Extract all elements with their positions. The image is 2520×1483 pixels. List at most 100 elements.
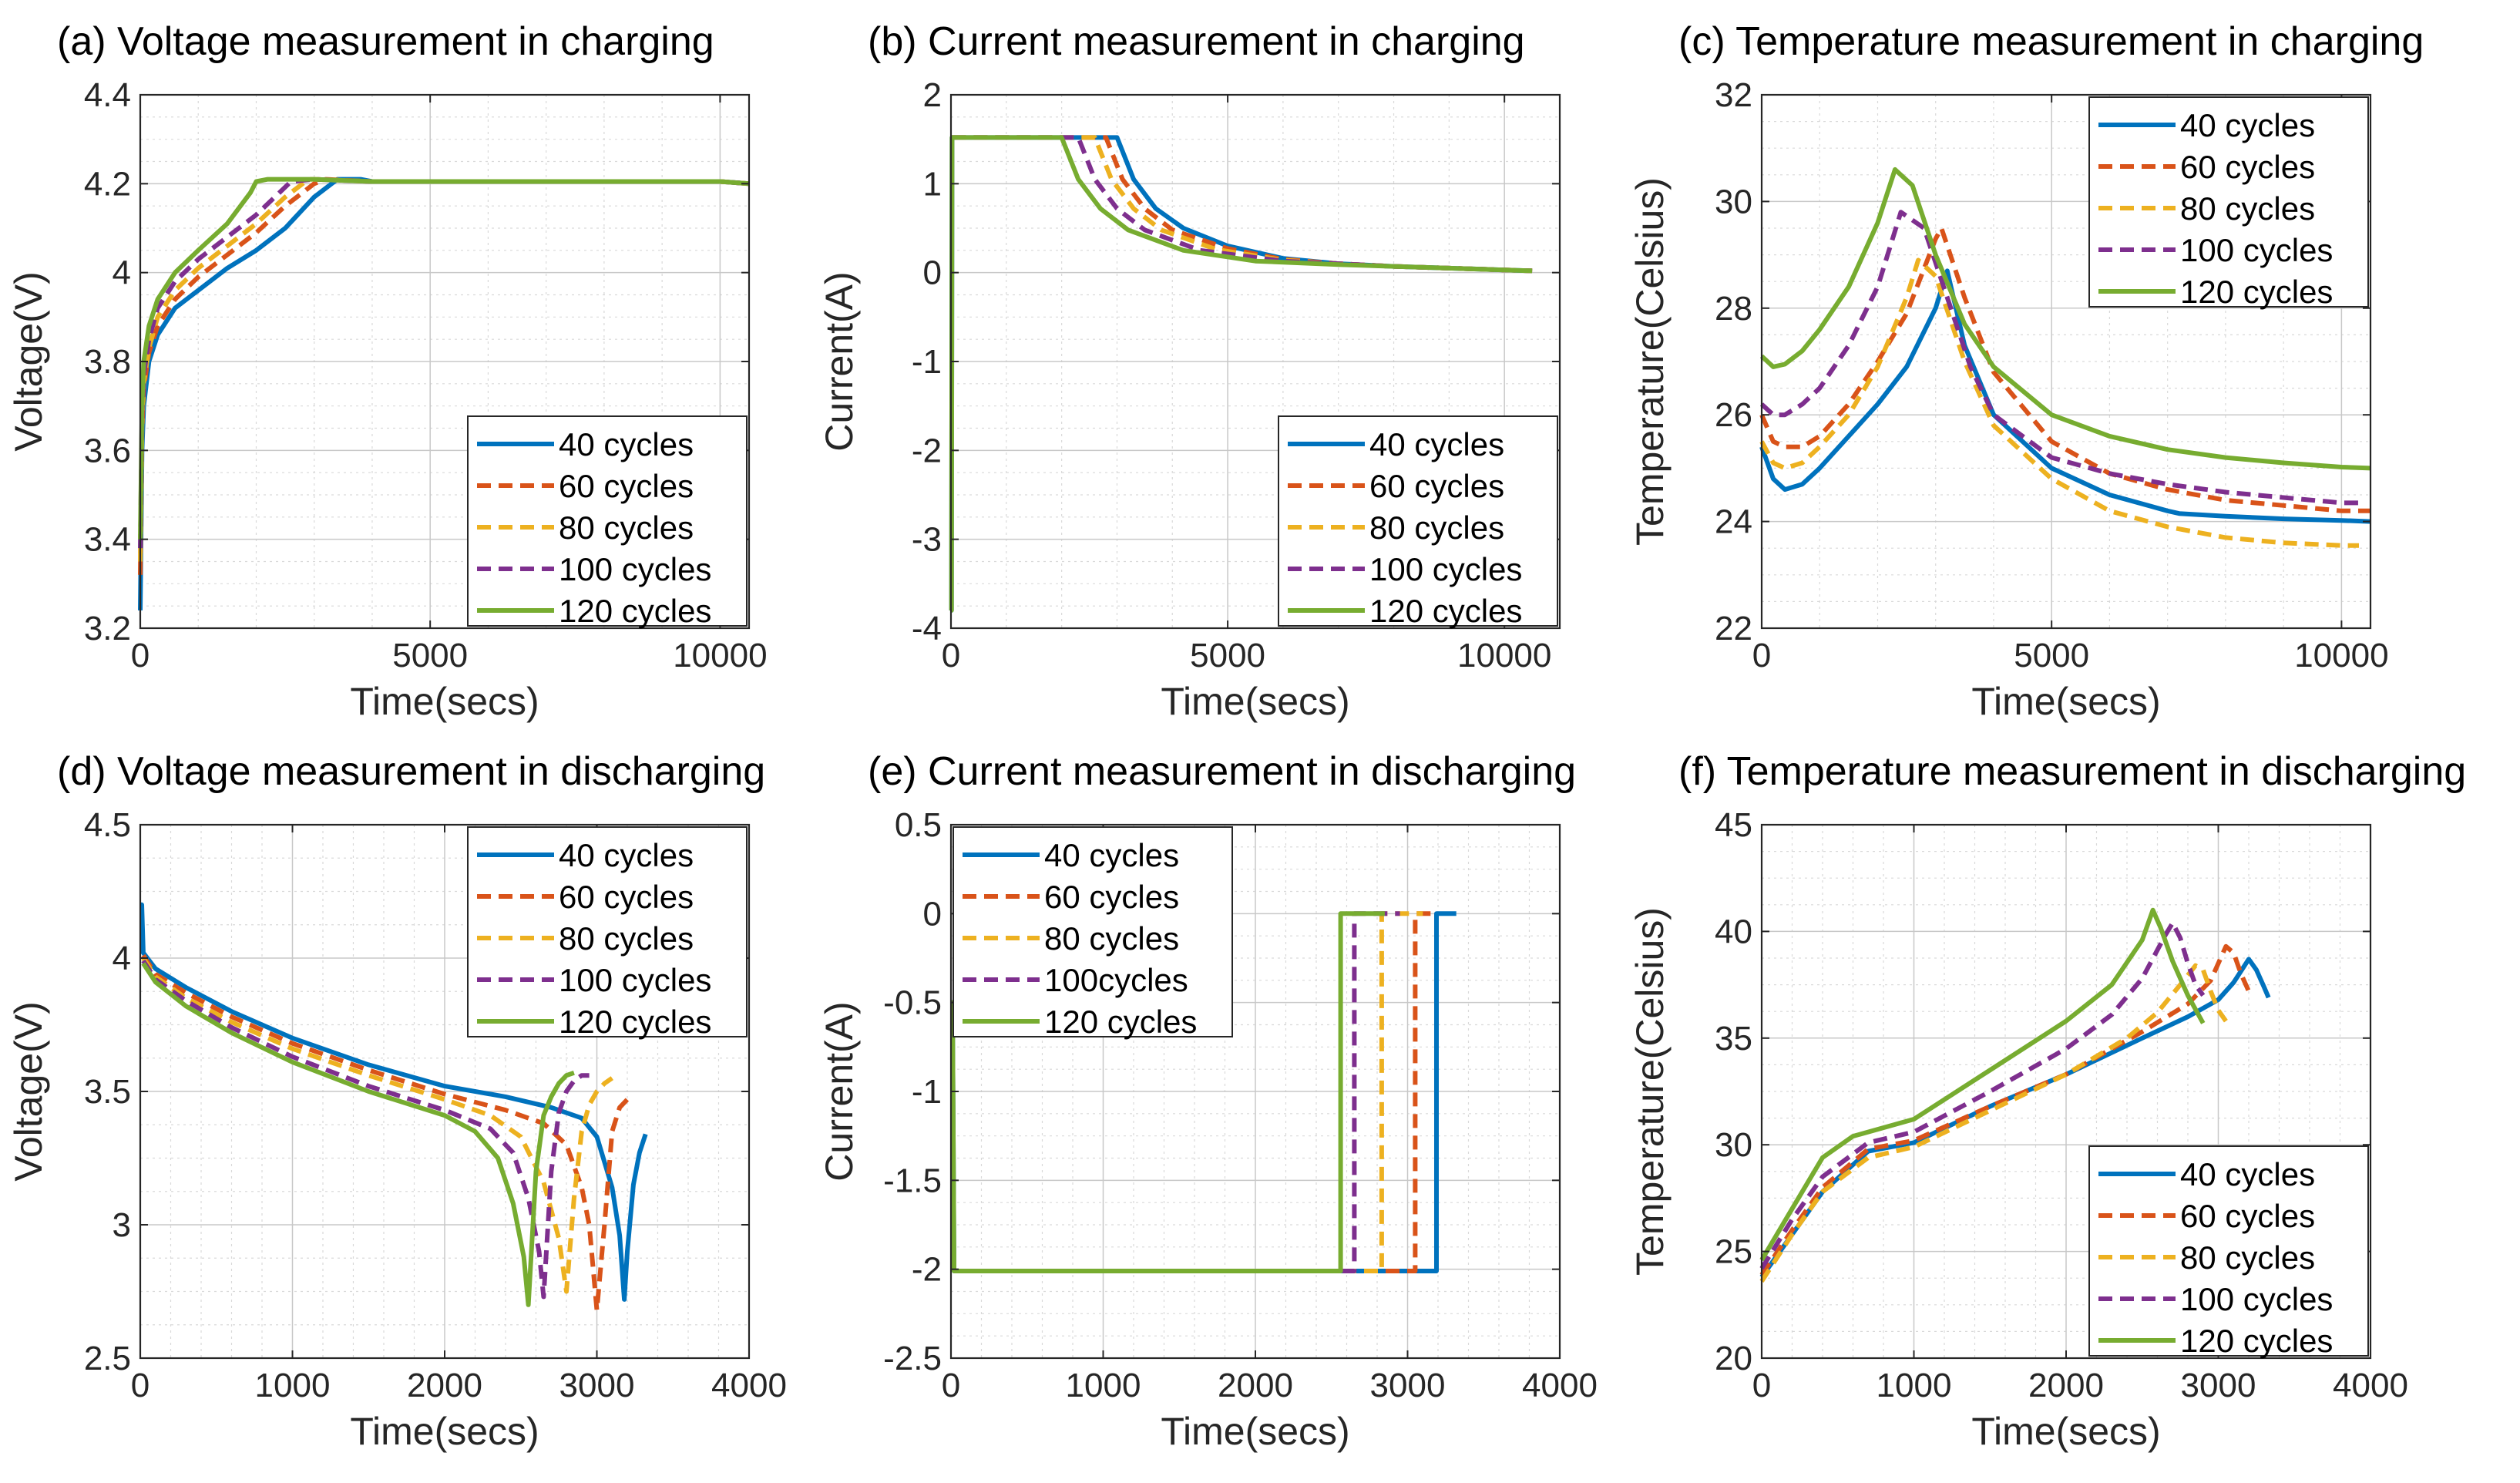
- series-line-120-cycles: [1759, 166, 2371, 471]
- series-line-100-cycles: [141, 959, 590, 1300]
- x-tick-label: 4000: [1522, 1367, 1598, 1404]
- y-tick-label: -1: [912, 1073, 942, 1111]
- chart-title: (f) Temperature measurement in dischargi…: [1678, 749, 2466, 794]
- series-line-60-cycles: [1759, 943, 2251, 1276]
- series-line-40-cycles: [139, 902, 648, 1302]
- y-tick-label: -1: [912, 343, 942, 381]
- legend: 40 cycles 60 cycles 80 cycles 100 cycles 120…: [1278, 415, 1558, 629]
- series-lines: [949, 135, 1533, 613]
- legend-label: 100 cycles: [1369, 551, 1522, 587]
- y-tick-label: 25: [1715, 1233, 1752, 1271]
- y-tick-label: 0: [923, 254, 942, 292]
- y-axis-label: Temperature(Celsius): [1628, 177, 1672, 546]
- x-tick-label: 5000: [2014, 637, 2089, 674]
- y-tick-label: 28: [1715, 290, 1752, 328]
- x-tick-label: 1000: [1877, 1367, 1952, 1404]
- y-tick-label: 26: [1715, 396, 1752, 434]
- legend-label: 60 cycles: [559, 879, 694, 915]
- panel-e: 0 1000 2000 3000 4000 -2.5 -2 -1.5 -1 -0.5 0 0.5 Tim…: [818, 749, 1598, 1453]
- y-tick-label: 40: [1715, 913, 1752, 950]
- x-tick-label: 0: [1752, 1367, 1771, 1404]
- legend: 40 cycles 60 cycles 80 cycles 100cycles 120 …: [953, 826, 1233, 1040]
- legend-box: [467, 415, 748, 627]
- y-tick-label: 3.8: [84, 343, 131, 381]
- legend-label: 60 cycles: [559, 468, 694, 504]
- y-tick-label: 3.5: [84, 1073, 131, 1111]
- y-tick-label: 4.4: [84, 76, 131, 114]
- legend-label: 80 cycles: [1044, 920, 1179, 957]
- legend-label: 80 cycles: [1369, 509, 1504, 546]
- y-tick-label: 20: [1715, 1340, 1752, 1377]
- legend: 40 cycles 60 cycles 80 cycles 100 cycles 120…: [467, 826, 748, 1040]
- legend-label: 120 cycles: [2180, 1323, 2333, 1359]
- series-line-120-cycles: [1759, 907, 2206, 1262]
- panel-b: 0 5000 10000 -4 -3 -2 -1 0 1 2 Time(secs) Current(A…: [818, 19, 1561, 723]
- legend-label: 120 cycles: [2180, 274, 2333, 310]
- legend-label: 40 cycles: [2180, 107, 2315, 143]
- legend-label: 80 cycles: [559, 920, 694, 957]
- x-tick-label: 0: [942, 1367, 960, 1404]
- chart-title: (a) Voltage measurement in charging: [57, 19, 714, 64]
- legend-label: 80 cycles: [559, 509, 694, 546]
- legend-label: 60 cycles: [1044, 879, 1179, 915]
- y-tick-label: 3: [113, 1206, 131, 1244]
- x-axis-label: Time(secs): [1161, 680, 1349, 723]
- x-tick-label: 4000: [2333, 1367, 2408, 1404]
- panel-c: 0 5000 10000 22 24 26 28 30 32 Time(secs) Temperat…: [1628, 19, 2424, 723]
- legend-label: 100cycles: [1044, 962, 1188, 998]
- y-tick-label: 24: [1715, 503, 1752, 541]
- panel-a: 0 5000 10000 3.2 3.4 3.6 3.8 4 4.2 4.4 Time(secs) V…: [7, 19, 768, 723]
- y-axis-label: Temperature(Celsius): [1628, 907, 1672, 1276]
- x-tick-label: 3000: [1370, 1367, 1446, 1404]
- chart-title: (e) Current measurement in discharging: [868, 749, 1576, 794]
- y-tick-label: 4: [113, 254, 131, 292]
- x-tick-label: 2000: [407, 1367, 482, 1404]
- series-line-80-cycles: [1759, 257, 2359, 548]
- x-tick-label: 2000: [2028, 1367, 2104, 1404]
- x-axis-label: Time(secs): [350, 1410, 539, 1453]
- panel-d: 0 1000 2000 3000 4000 2.5 3 3.5 4 4.5 Time(secs) Vo…: [7, 749, 787, 1453]
- y-tick-label: 1: [923, 165, 942, 203]
- y-axis-label: Voltage(V): [7, 1001, 50, 1181]
- legend-label: 120 cycles: [559, 593, 711, 629]
- legend-label: 40 cycles: [559, 426, 694, 462]
- y-tick-label: 4.5: [84, 806, 131, 844]
- x-tick-label: 0: [942, 637, 960, 674]
- series-line-60-cycles: [954, 911, 1438, 1273]
- y-tick-label: 2.5: [84, 1340, 131, 1377]
- legend-label: 40 cycles: [1044, 837, 1179, 873]
- series-line-120-cycles: [949, 135, 1533, 613]
- legend-box: [2088, 96, 2369, 308]
- series-lines: [138, 177, 750, 610]
- legend: 40 cycles 60 cycles 80 cycles 100 cycles 120…: [2088, 1145, 2369, 1359]
- x-axis-label: Time(secs): [1971, 680, 2160, 723]
- legend-label: 60 cycles: [1369, 468, 1504, 504]
- chart-title: (c) Temperature measurement in charging: [1678, 19, 2424, 64]
- y-tick-label: 32: [1715, 76, 1752, 114]
- legend-label: 80 cycles: [2180, 190, 2315, 227]
- x-axis-label: Time(secs): [1161, 1410, 1349, 1453]
- y-axis-label: Current(A): [818, 1001, 861, 1181]
- y-axis-label: Current(A): [818, 271, 861, 451]
- y-tick-label: -1.5: [883, 1162, 942, 1199]
- x-tick-label: 0: [1752, 637, 1771, 674]
- y-axis-label: Voltage(V): [7, 271, 50, 451]
- legend-label: 40 cycles: [2180, 1156, 2315, 1192]
- x-tick-label: 3000: [559, 1367, 635, 1404]
- legend-label: 60 cycles: [2180, 1198, 2315, 1234]
- y-tick-label: 0.5: [895, 806, 942, 844]
- series-line-100-cycles: [1759, 210, 2359, 506]
- y-tick-label: -0.5: [883, 984, 942, 1022]
- legend-label: 40 cycles: [1369, 426, 1504, 462]
- x-tick-label: 10000: [673, 637, 767, 674]
- legend-label: 120 cycles: [1044, 1004, 1197, 1040]
- series-line-80-cycles: [141, 957, 614, 1294]
- x-tick-label: 10000: [2294, 637, 2388, 674]
- legend-box: [953, 826, 1233, 1037]
- series-lines: [139, 902, 648, 1313]
- y-tick-label: 3.6: [84, 432, 131, 469]
- y-tick-label: 4: [113, 940, 131, 977]
- x-tick-label: 3000: [2181, 1367, 2256, 1404]
- x-axis-label: Time(secs): [1971, 1410, 2160, 1453]
